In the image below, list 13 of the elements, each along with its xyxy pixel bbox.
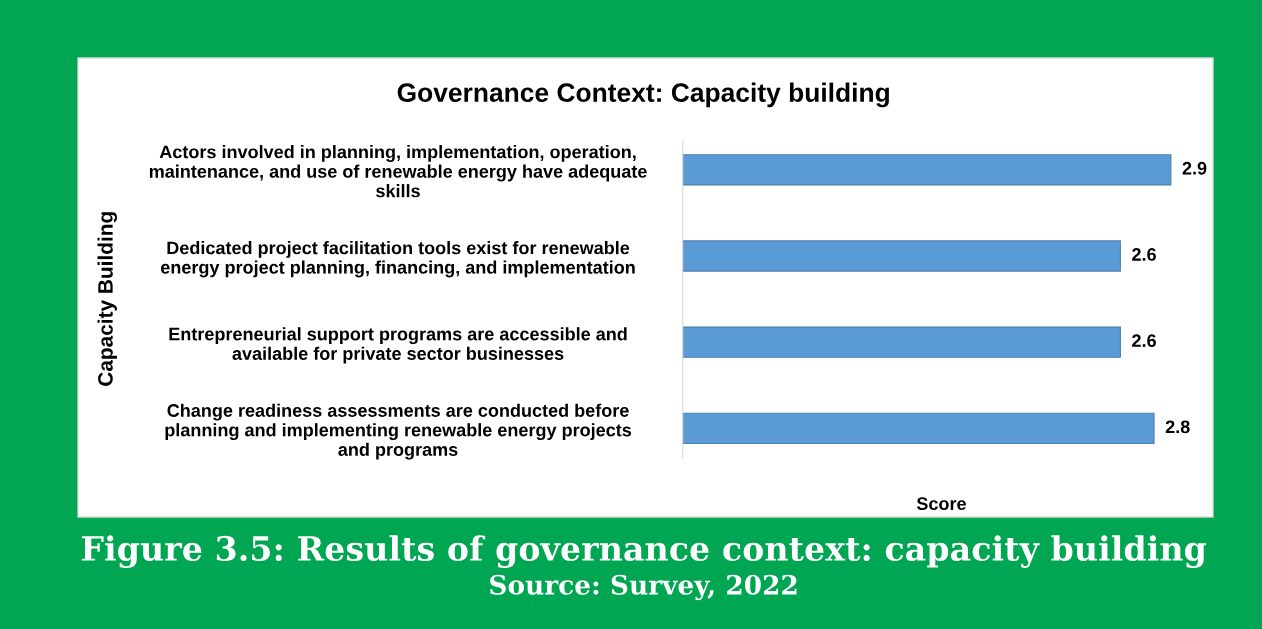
y-axis-title: Capacity Building [97,212,118,386]
caption: Figure 3.5: Results of governance context: capacity building [81,535,1207,568]
source-note: Source: Survey, 2022 [490,574,797,601]
y-tick-label: Dedicated project facilitation tools exist for renewable energy project planning, financing, and implementation [160,241,635,278]
data-label: 2.8 [1165,420,1190,434]
y-tick-label: Change readiness assessments are conducted before planning and implementing renewable energy projects and programs [165,403,632,460]
data-label: 2.6 [1132,334,1156,348]
data-label: 2.6 [1132,248,1156,261]
data-label: 2.9 [1182,161,1207,175]
chart-title: Governance Context: Capacity building [397,82,889,108]
y-tick-label: Entrepreneurial support programs are accessible and available for private sector businesses [169,327,627,364]
x-axis-title: Score [916,497,966,511]
y-tick-label: Actors involved in planning, implementation, operation, maintenance, and use of renewable energy have adequate skills [149,145,647,198]
